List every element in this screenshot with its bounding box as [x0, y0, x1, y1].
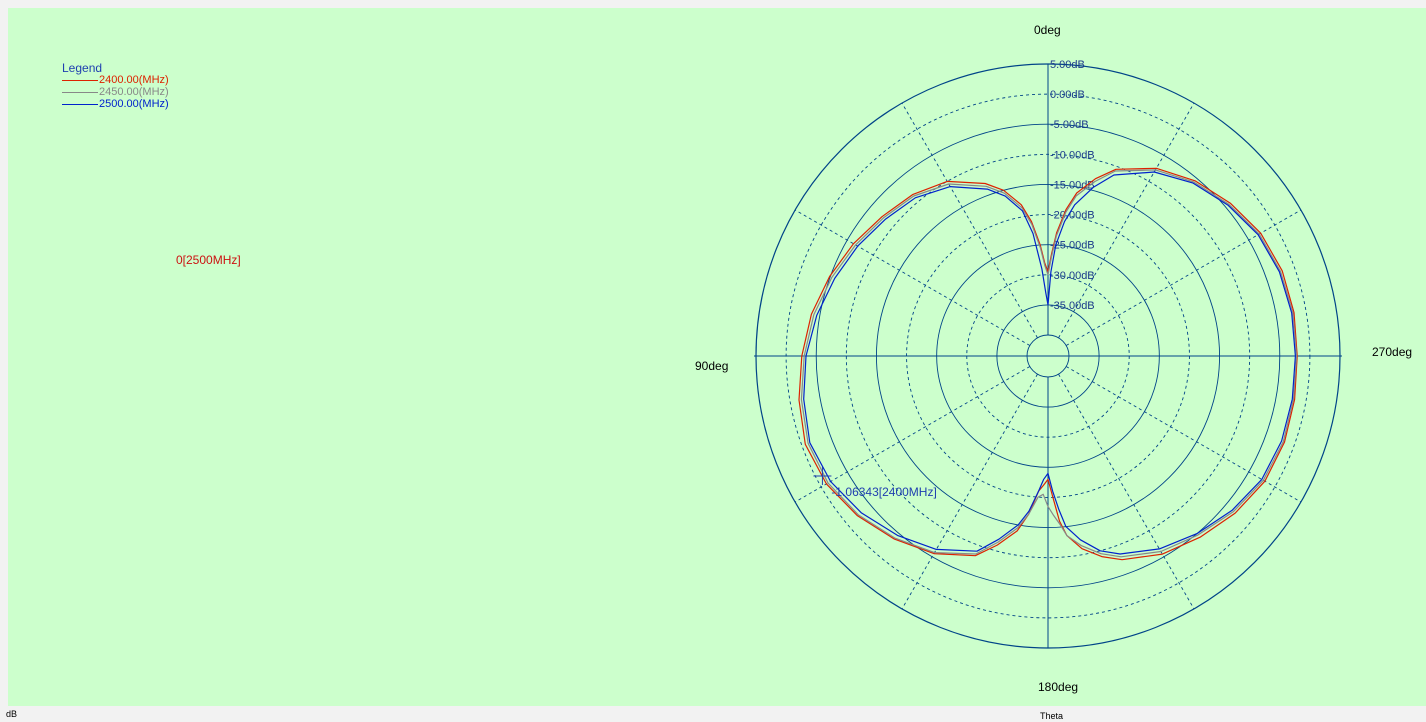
grid-spoke: [1058, 373, 1195, 610]
legend-swatch-2500: [62, 103, 98, 105]
legend-title: Legend: [62, 61, 103, 75]
legend-label-2500: 2500.00(MHz): [99, 98, 169, 110]
marker-readout-2500: 0[2500MHz]: [176, 253, 241, 267]
series-line-2450: [800, 169, 1298, 558]
grid-spoke: [901, 102, 1038, 339]
grid-spoke: [1065, 209, 1302, 346]
legend-label-2450: 2450.00(MHz): [99, 86, 169, 98]
footer-unit-label: dB: [6, 709, 18, 719]
grid-spoke: [794, 209, 1031, 346]
footer-axis-label: Theta: [1040, 711, 1064, 721]
series-line-2400: [798, 167, 1298, 561]
radial-tick-label: -5.00dB: [1050, 119, 1089, 131]
legend-entry-2450: 2450.00(MHz): [62, 86, 169, 98]
series-layer: [798, 167, 1298, 561]
radial-tick-label: -25.00dB: [1050, 240, 1095, 252]
legend: Legend 2400.00(MHz) 2450.00(MHz) 2500.00…: [62, 62, 169, 110]
angle-label-0deg: 0deg: [1034, 23, 1061, 37]
cursor-readout: -1.06343[2400MHz]: [831, 485, 936, 499]
legend-entry-2400: 2400.00(MHz): [62, 74, 169, 86]
cursor-marker[interactable]: -1.06343[2400MHz]: [813, 466, 937, 499]
polar-grid: [754, 63, 1342, 649]
radial-tick-labels: 5.00dB 0.00dB -5.00dB -10.00dB -15.00dB -20.0…: [1050, 59, 1095, 312]
legend-entry-2500: 2500.00(MHz): [62, 98, 169, 110]
radial-tick-label: -15.00dB: [1050, 179, 1095, 191]
angle-label-90deg: 90deg: [695, 359, 728, 373]
angle-labels: 0deg 90deg 180deg 270deg: [695, 23, 1412, 694]
legend-label-2400: 2400.00(MHz): [99, 74, 169, 86]
legend-swatch-2400: [62, 79, 98, 81]
radial-tick-label: 5.00dB: [1050, 59, 1085, 71]
radial-tick-label: -20.00dB: [1050, 210, 1095, 222]
angle-label-180deg: 180deg: [1038, 680, 1078, 694]
radial-tick-label: -30.00dB: [1050, 270, 1095, 282]
angle-label-270deg: 270deg: [1372, 345, 1412, 359]
radial-tick-label: -35.00dB: [1050, 300, 1095, 312]
series-line-2500: [803, 171, 1297, 555]
radial-tick-label: -10.00dB: [1050, 149, 1095, 161]
legend-swatch-2450: [62, 91, 98, 93]
radial-tick-label: 0.00dB: [1050, 89, 1085, 101]
grid-spoke: [1065, 366, 1302, 503]
